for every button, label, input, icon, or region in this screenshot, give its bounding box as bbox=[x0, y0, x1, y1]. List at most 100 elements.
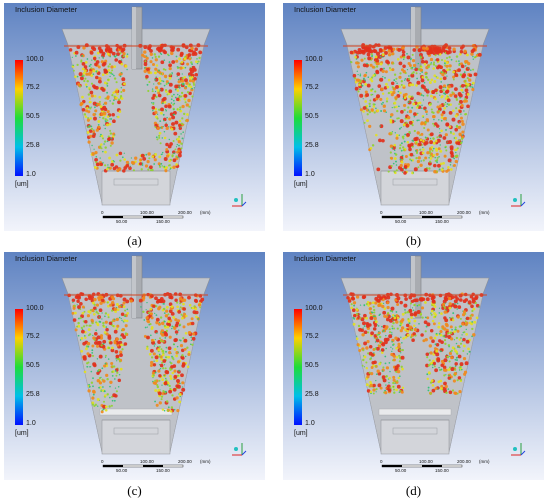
inclusion-particle bbox=[116, 372, 118, 374]
inclusion-particle bbox=[376, 62, 379, 65]
inclusion-particle bbox=[181, 356, 184, 359]
inclusion-particle bbox=[396, 164, 398, 166]
inclusion-particle bbox=[381, 70, 384, 73]
inclusion-particle bbox=[358, 83, 361, 86]
inclusion-particle bbox=[107, 314, 109, 316]
inclusion-particle bbox=[362, 110, 365, 113]
inclusion-particle bbox=[465, 87, 467, 89]
inclusion-particle bbox=[101, 318, 102, 319]
inclusion-particle bbox=[159, 401, 162, 404]
inclusion-particle bbox=[110, 145, 112, 147]
inclusion-particle bbox=[429, 140, 433, 144]
inclusion-particle bbox=[364, 83, 367, 86]
inclusion-particle bbox=[159, 337, 161, 339]
inclusion-particle bbox=[173, 344, 175, 346]
inclusion-particle bbox=[378, 363, 381, 366]
inclusion-particle bbox=[454, 87, 458, 91]
inclusion-particle bbox=[371, 108, 374, 111]
inclusion-particle bbox=[429, 351, 432, 354]
inclusion-particle bbox=[146, 160, 149, 163]
inclusion-particle bbox=[422, 152, 425, 155]
inclusion-particle bbox=[368, 48, 371, 51]
inclusion-particle bbox=[463, 331, 465, 333]
inclusion-particle bbox=[162, 303, 164, 305]
inclusion-particle bbox=[444, 155, 447, 158]
inclusion-particle bbox=[463, 344, 466, 347]
inclusion-particle bbox=[430, 157, 433, 160]
inclusion-particle bbox=[465, 65, 467, 67]
inclusion-particle bbox=[382, 57, 383, 58]
inclusion-particle bbox=[170, 377, 173, 380]
inclusion-particle bbox=[402, 337, 405, 340]
inclusion-particle bbox=[406, 124, 410, 128]
inclusion-particle bbox=[460, 343, 462, 345]
inclusion-particle bbox=[421, 107, 423, 109]
inclusion-particle bbox=[433, 142, 436, 145]
inclusion-particle bbox=[91, 83, 93, 85]
inclusion-particle bbox=[105, 328, 108, 331]
inclusion-particle bbox=[439, 144, 440, 145]
inclusion-particle bbox=[439, 95, 440, 96]
inclusion-particle bbox=[169, 388, 171, 390]
inclusion-particle bbox=[409, 64, 412, 67]
inclusion-particle bbox=[420, 133, 423, 136]
inclusion-particle bbox=[164, 101, 167, 104]
inclusion-particle bbox=[177, 76, 178, 77]
inclusion-particle bbox=[97, 398, 100, 401]
inclusion-particle bbox=[142, 163, 143, 164]
inclusion-particle bbox=[146, 336, 150, 340]
inclusion-particle bbox=[441, 59, 443, 61]
inclusion-particle bbox=[83, 72, 86, 75]
inclusion-particle bbox=[177, 310, 181, 314]
inclusion-particle bbox=[105, 321, 108, 324]
inclusion-particle bbox=[451, 296, 455, 300]
inclusion-particle bbox=[172, 364, 176, 368]
inclusion-particle bbox=[110, 118, 112, 120]
inclusion-particle bbox=[421, 105, 422, 106]
inclusion-particle bbox=[160, 127, 162, 129]
inclusion-particle bbox=[158, 82, 161, 85]
inclusion-particle bbox=[90, 366, 91, 367]
scale-bar-seg bbox=[382, 216, 402, 218]
inclusion-particle bbox=[177, 375, 178, 376]
inclusion-particle bbox=[117, 100, 121, 104]
inclusion-particle bbox=[456, 308, 458, 310]
inclusion-particle bbox=[150, 364, 153, 367]
inclusion-particle bbox=[112, 325, 114, 327]
inclusion-particle bbox=[171, 394, 173, 396]
inclusion-particle bbox=[398, 91, 400, 93]
inclusion-particle bbox=[359, 88, 361, 90]
inclusion-particle bbox=[113, 160, 114, 161]
inclusion-particle bbox=[351, 297, 355, 301]
inclusion-particle bbox=[464, 371, 467, 374]
inclusion-particle bbox=[87, 119, 90, 122]
inclusion-particle bbox=[123, 82, 126, 85]
inclusion-particle bbox=[398, 76, 401, 79]
inclusion-particle bbox=[385, 70, 388, 73]
legend-unit: [um] bbox=[294, 181, 308, 188]
inclusion-particle bbox=[457, 316, 460, 319]
inclusion-particle bbox=[388, 53, 391, 56]
inclusion-particle bbox=[439, 65, 443, 69]
inclusion-particle bbox=[111, 301, 114, 304]
inclusion-particle bbox=[181, 299, 184, 302]
inclusion-particle bbox=[86, 86, 88, 88]
inclusion-particle bbox=[443, 117, 446, 120]
inclusion-particle bbox=[87, 314, 90, 317]
colorbar bbox=[294, 60, 302, 176]
inclusion-particle bbox=[174, 348, 177, 351]
inclusion-particle bbox=[416, 142, 418, 144]
inclusion-particle bbox=[459, 122, 460, 123]
inclusion-particle bbox=[410, 313, 414, 317]
inclusion-particle bbox=[175, 60, 178, 63]
inclusion-particle bbox=[79, 302, 83, 306]
inclusion-particle bbox=[357, 71, 358, 72]
inclusion-particle bbox=[436, 161, 438, 163]
inclusion-particle bbox=[163, 340, 165, 342]
inclusion-particle bbox=[107, 302, 109, 304]
inclusion-particle bbox=[87, 126, 88, 127]
inclusion-particle bbox=[116, 390, 118, 392]
inclusion-particle bbox=[365, 361, 367, 363]
inclusion-particle bbox=[146, 302, 147, 303]
inclusion-particle bbox=[119, 110, 122, 113]
